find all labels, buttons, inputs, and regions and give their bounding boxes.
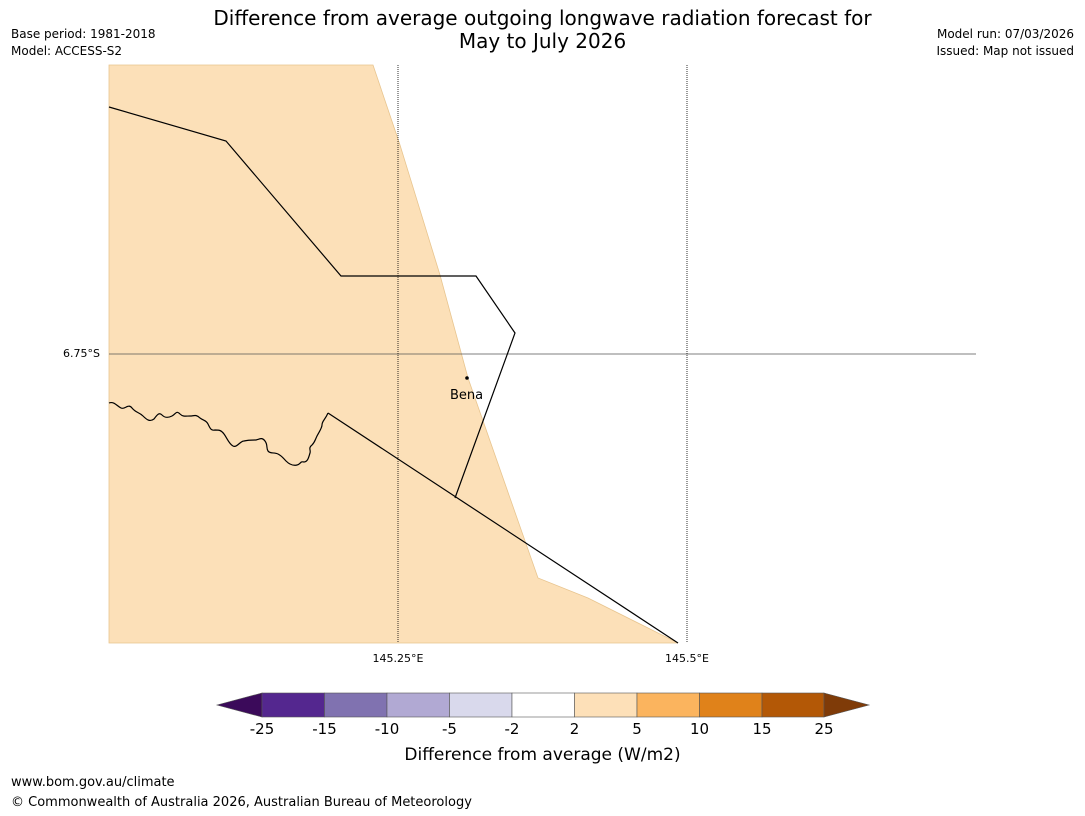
colorbar-segment [449,692,513,718]
place-label-bena: Bena [450,388,484,403]
colorbar-tick: -2 [504,720,520,738]
colorbar-tick: 5 [632,720,642,738]
colorbar-segment [761,692,825,718]
colorbar-segment [324,692,388,718]
footer-url: www.bom.gov.au/climate [11,775,175,790]
colorbar-tick: -25 [249,720,275,738]
colorbar-extend-high [823,692,871,718]
model-text: Model: ACCESS-S2 [11,44,123,58]
colorbar-segments [261,692,825,718]
colorbar-tick: 2 [569,720,580,738]
province-boundary [327,412,679,644]
bena-marker [465,376,469,380]
map-title-line1: Difference from average outgoing longwav… [213,6,872,30]
footer-copyright: © Commonwealth of Australia 2026, Austra… [11,795,472,810]
colorbar-segment [574,692,638,718]
colorbar-segment [511,692,575,718]
lon-label: 145.25°E [372,652,424,665]
map-title-line2: May to July 2026 [458,29,627,53]
colorbar-tick: -5 [442,720,457,738]
colorbar-segment [261,692,325,718]
meta-left: Base period: 1981-2018 Model: ACCESS-S2 [11,26,156,60]
colorbar-tick: -15 [312,720,337,738]
meta-right: Model run: 07/03/2026 Issued: Map not is… [936,26,1074,60]
colorbar-tick: 25 [814,720,834,738]
issued-text: Issued: Map not issued [936,44,1074,58]
river-line [108,401,329,466]
colorbar-label: Difference from average (W/m2) [404,745,681,765]
lon-label: 145.5°E [665,652,709,665]
map-title: Difference from average outgoing longwav… [0,7,1085,53]
colorbar-tick: 10 [689,720,710,738]
colorbar-segment [386,692,450,718]
colorbar-segment [699,692,763,718]
base-period-text: Base period: 1981-2018 [11,27,156,41]
colorbar-extend-low [215,692,263,718]
province-boundary [108,106,516,499]
model-run-text: Model run: 07/03/2026 [936,27,1074,41]
colorbar-segment [636,692,700,718]
lat-label: 6.75°S [63,347,100,360]
colorbar-tick: -10 [374,720,400,738]
colorbar-tick: 15 [752,720,772,738]
